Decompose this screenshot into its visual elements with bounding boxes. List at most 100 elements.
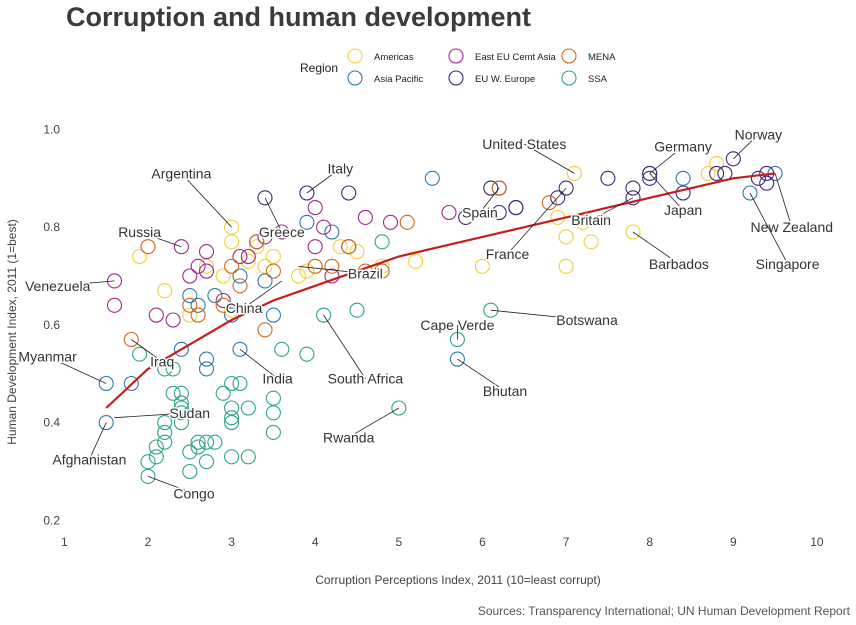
data-point — [224, 302, 240, 318]
data-point — [215, 292, 231, 309]
data-point — [558, 180, 574, 196]
data-point — [215, 385, 231, 401]
data-point — [357, 209, 373, 225]
data-point — [198, 244, 215, 260]
x-tick-label: 4 — [312, 535, 319, 549]
data-point — [182, 297, 198, 313]
data-point — [215, 297, 231, 313]
data-point — [173, 341, 189, 357]
annotation-label: New Zealand — [751, 219, 834, 235]
data-point — [215, 268, 231, 284]
data-point — [190, 297, 206, 313]
x-tick-label: 8 — [646, 535, 653, 549]
data-point — [642, 165, 658, 181]
data-point — [198, 351, 215, 367]
data-point — [408, 253, 424, 269]
data-point — [240, 449, 256, 465]
data-point — [642, 170, 658, 186]
data-point — [541, 195, 557, 211]
annotation-label: Cape Verde — [420, 317, 494, 333]
data-point — [224, 219, 240, 235]
data-point — [307, 239, 323, 255]
data-point — [265, 263, 281, 279]
data-point — [207, 434, 223, 450]
x-tick-label: 5 — [395, 535, 402, 549]
data-point — [508, 200, 524, 216]
annotation-leader — [89, 422, 107, 460]
x-tick-label: 1 — [61, 535, 68, 549]
legend-swatch — [347, 70, 363, 86]
data-point — [742, 185, 758, 201]
annotation-label: Italy — [327, 161, 353, 177]
legend-swatch — [347, 48, 363, 64]
data-point — [290, 268, 307, 284]
data-point — [173, 239, 189, 255]
data-point — [148, 307, 164, 323]
annotation-label: Brazil — [348, 266, 383, 282]
annotation-label: Iraq — [150, 354, 174, 370]
data-point — [165, 361, 181, 377]
annotation-label: Sudan — [170, 405, 210, 421]
x-tick-label: 2 — [145, 535, 152, 549]
annotation-label: China — [226, 300, 263, 316]
data-point — [307, 200, 323, 216]
annotation-label: United States — [482, 136, 566, 152]
legend-label: Americas — [374, 52, 414, 63]
data-point — [257, 322, 273, 338]
annotation-leader — [590, 197, 634, 221]
annotation-leader — [131, 339, 163, 362]
data-point — [232, 268, 248, 284]
annotation-label: Greece — [259, 224, 305, 240]
annotation-leader — [139, 231, 182, 248]
data-point — [341, 239, 357, 255]
data-point — [173, 395, 189, 411]
data-point — [324, 258, 340, 274]
legend-swatch — [448, 70, 464, 86]
annotation-leader — [749, 192, 788, 264]
data-point — [240, 400, 256, 416]
data-point — [399, 214, 415, 230]
data-point — [224, 234, 240, 250]
annotation-leader — [490, 309, 588, 321]
annotation-label: Bhutan — [483, 383, 527, 399]
data-point — [157, 361, 173, 377]
trend-line — [105, 172, 776, 409]
data-point — [173, 400, 189, 416]
data-point — [148, 439, 164, 455]
chart-title: Corruption and human development — [66, 2, 532, 32]
legend: Region Americas Asia Pacific East EU Cemt A… — [300, 48, 616, 86]
data-point — [123, 331, 139, 348]
annotation-label: India — [262, 371, 293, 387]
data-point — [224, 449, 240, 465]
legend-label: East EU Cemt Asia — [475, 52, 556, 63]
data-point — [316, 219, 332, 235]
annotation-label: Germany — [654, 139, 712, 155]
data-point — [265, 405, 281, 421]
legend-swatch — [561, 70, 577, 86]
data-point — [132, 248, 148, 265]
data-point — [675, 185, 691, 201]
y-tick-label: 1.0 — [43, 122, 60, 136]
annotation-leader — [507, 187, 567, 255]
data-point — [224, 258, 240, 274]
annotation-leader — [649, 146, 684, 174]
x-axis-label: Corruption Perceptions Index, 2011 (10=l… — [315, 573, 601, 587]
x-axis: 1 2 3 4 5 6 7 8 9 10 — [61, 535, 824, 549]
data-point — [558, 229, 574, 245]
data-point — [190, 439, 206, 455]
data-point — [491, 180, 507, 196]
data-point — [600, 170, 616, 186]
data-point — [198, 454, 215, 470]
x-tick-label: 3 — [228, 535, 235, 549]
data-point — [483, 180, 499, 196]
data-point — [140, 239, 156, 255]
data-point — [265, 390, 281, 406]
y-tick-label: 0.4 — [43, 416, 60, 430]
data-point — [123, 375, 139, 392]
annotation-leader — [239, 348, 278, 379]
annotation-leader — [264, 197, 283, 233]
x-tick-label: 7 — [563, 535, 570, 549]
data-point — [625, 180, 641, 196]
annotation-leader — [348, 407, 400, 438]
data-point — [173, 385, 189, 401]
